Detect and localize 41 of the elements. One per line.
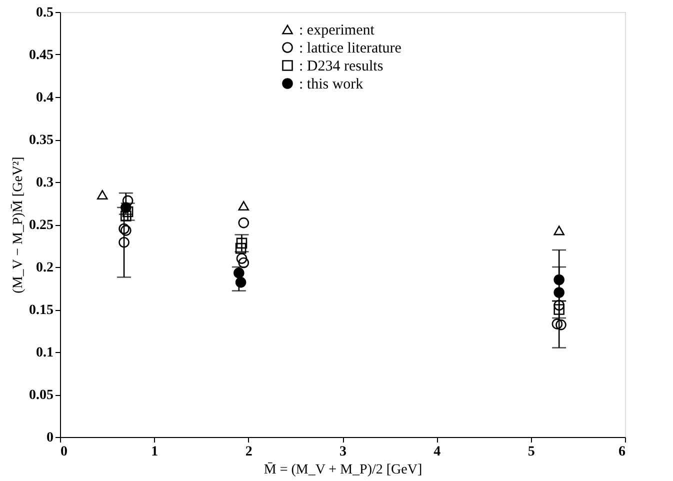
y-tick-label: 0.3 (36, 176, 54, 190)
y-tick-label: 0.15 (29, 303, 54, 318)
y-tick-label: 0.25 (29, 218, 54, 233)
x-tick-label: 0 (60, 444, 68, 460)
point (120, 210, 132, 222)
point (238, 217, 250, 228)
y-tick-label: 0 (46, 430, 54, 446)
y-tick-label: 0.35 (29, 133, 54, 148)
x-tick-label: 5 (528, 444, 535, 460)
legend-label: : this work (299, 76, 364, 92)
point (122, 206, 134, 218)
x-axis-title: M̄ = (M_V + M_P)/2 [GeV] (264, 462, 422, 478)
x-tick-label: 2 (245, 444, 252, 460)
point (556, 319, 566, 330)
y-tick-label: 0.05 (29, 388, 54, 403)
point (236, 238, 248, 249)
point (238, 201, 250, 211)
y-tick-label: 0.1 (36, 346, 54, 360)
point (235, 242, 246, 254)
legend-label: : D234 results (299, 58, 384, 74)
legend-label: : experiment (299, 22, 376, 38)
y-tick-label: 0.4 (36, 90, 54, 106)
y-tick-label: 0.45 (29, 48, 54, 63)
point (236, 253, 248, 264)
point (554, 304, 564, 315)
y-tick-label: 0.5 (36, 6, 54, 20)
point (122, 195, 134, 206)
x-tick-label: 1 (151, 444, 158, 460)
y-tick-label: 0.2 (36, 260, 54, 276)
point (238, 257, 250, 268)
x-tick-label: 4 (434, 444, 441, 460)
point (552, 318, 563, 330)
legend-label: : lattice literature (299, 40, 402, 56)
point (118, 236, 130, 248)
x-tick-label: 3 (340, 444, 346, 460)
point (554, 226, 564, 236)
point (554, 300, 564, 311)
y-axis-title: (M_V − M_P)M̄ [GeV²] (10, 156, 26, 294)
point (554, 287, 564, 298)
x-tick-label: 6 (618, 444, 626, 460)
point (96, 190, 108, 200)
